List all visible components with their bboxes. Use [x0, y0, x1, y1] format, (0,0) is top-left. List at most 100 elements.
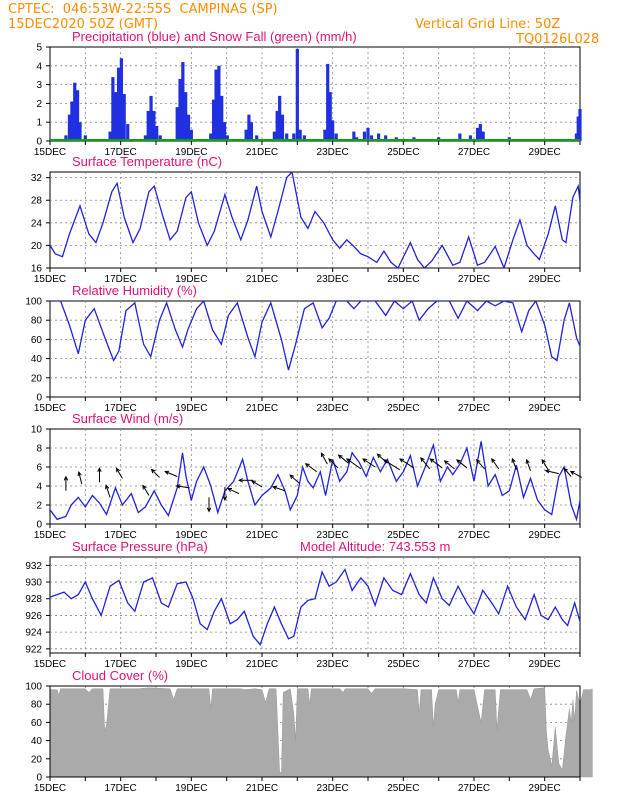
precip-bar	[114, 92, 118, 141]
precip-bar	[143, 135, 147, 141]
y-tick-label: 100	[25, 297, 42, 308]
wind-arrow-head	[456, 459, 461, 464]
x-tick-label: 15DEC	[34, 147, 66, 158]
y-tick-label: 3	[36, 80, 42, 91]
wind-arrow-head	[491, 457, 496, 463]
precip-bar	[149, 95, 153, 141]
wind-arrow-head	[238, 478, 243, 483]
wind-arrow	[444, 460, 455, 470]
y-tick-label: 20	[31, 754, 43, 765]
x-tick-label: 17DEC	[105, 147, 137, 158]
x-tick-label: 17DEC	[105, 403, 137, 414]
y-tick-label: 4	[36, 61, 42, 72]
wind-arrow-head	[164, 470, 170, 475]
wind-arrow-head	[429, 458, 435, 463]
y-tick-label: 32	[31, 173, 43, 184]
x-tick-label: 27DEC	[458, 659, 490, 670]
precip-bar	[211, 99, 216, 141]
y-tick-label: 928	[25, 594, 42, 605]
x-tick-label: 19DEC	[175, 274, 207, 285]
precip-bar	[275, 110, 279, 141]
wind-arrow-head	[328, 458, 333, 463]
precip-bar	[184, 92, 188, 141]
y-tick-label: 922	[25, 644, 42, 655]
wind-arrow-head	[511, 457, 516, 463]
precip-bar	[158, 135, 162, 141]
x-tick-label: 29DEC	[529, 147, 561, 158]
x-tick-label: 15DEC	[34, 274, 66, 285]
panel-2: 0 20 40 60 80 100 15DEC 17DEC 19DEC 21DEC 23DEC 25D…	[25, 283, 581, 414]
series-line	[50, 568, 580, 647]
precip-bar	[126, 124, 130, 141]
precip-bar	[326, 63, 330, 141]
y-tick-label: 5	[36, 43, 42, 54]
header-date-line: 15DEC2020 50Z (GMT)	[8, 17, 159, 32]
header-grid-line-note: Vertical Grid Line: 50Z	[415, 17, 561, 32]
wind-arrow	[383, 459, 401, 471]
panel-3: 0 2 4 6 8 10 15DEC 17DEC 19DEC 21DEC 23DEC 25DEC 27D…	[31, 411, 583, 541]
wind-arrow-head	[376, 453, 382, 459]
y-tick-label: 2	[36, 501, 42, 512]
precip-bar	[64, 135, 68, 141]
x-tick-label: 29DEC	[529, 403, 561, 414]
y-tick-label: 28	[31, 196, 43, 207]
precip-bar	[292, 133, 296, 141]
wind-arrow-head	[150, 468, 156, 474]
precip-bar	[295, 48, 299, 141]
x-tick-label: 19DEC	[175, 783, 207, 794]
precip-bar	[217, 65, 221, 141]
wind-arrow	[476, 459, 485, 470]
precip-bar	[323, 129, 327, 141]
wind-arrow-head	[541, 458, 546, 464]
y-tick-label: 20	[31, 373, 43, 384]
wind-arrow	[251, 480, 263, 488]
x-tick-label: 19DEC	[175, 530, 207, 541]
wind-arrow-head	[142, 484, 147, 490]
y-tick-label: 6	[36, 463, 42, 474]
wind-arrow-head	[337, 454, 343, 460]
x-tick-label: 15DEC	[34, 530, 66, 541]
y-tick-label: 0	[36, 520, 42, 531]
y-tick-label: 60	[31, 335, 43, 346]
x-tick-label: 15DEC	[34, 659, 66, 670]
y-tick-label: 932	[25, 561, 42, 572]
panel-title: Precipitation (blue) and Snow Fall (gree…	[72, 29, 357, 44]
x-tick-label: 25DEC	[387, 403, 419, 414]
precip-bar	[222, 122, 227, 141]
x-tick-label: 21DEC	[246, 783, 278, 794]
wind-arrow-head	[345, 458, 351, 463]
y-tick-label: 1	[36, 118, 42, 129]
panel-title: Surface Pressure (hPa)	[72, 539, 208, 554]
wind-arrow-head	[271, 485, 277, 490]
precip-bar	[475, 127, 480, 141]
x-tick-label: 29DEC	[529, 783, 561, 794]
precip-bar	[278, 95, 282, 141]
precip-bar	[116, 67, 121, 141]
panel-frame	[49, 428, 581, 525]
wind-arrow-head	[443, 460, 449, 465]
wind-arrow	[456, 459, 468, 469]
precip-bar	[67, 114, 72, 141]
precip-bar	[244, 129, 248, 141]
x-tick-label: 23DEC	[317, 147, 349, 158]
x-tick-label: 27DEC	[458, 530, 490, 541]
wind-arrow-head	[320, 452, 325, 458]
x-tick-label: 17DEC	[105, 783, 137, 794]
wind-arrow-head	[304, 463, 310, 468]
precip-bar	[152, 110, 156, 141]
x-tick-label: 27DEC	[458, 403, 490, 414]
header-model-id: TQ0126L028	[516, 32, 600, 47]
precip-bar	[189, 129, 193, 141]
x-tick-label: 27DEC	[458, 147, 490, 158]
wind-arrow	[142, 485, 150, 496]
precip-bar	[111, 77, 115, 141]
precip-bar	[122, 94, 126, 141]
wind-arrow	[346, 458, 362, 470]
precip-bar	[366, 127, 370, 141]
panel-title: Cloud Cover (%)	[72, 668, 168, 683]
wind-arrow	[320, 452, 328, 465]
y-tick-label: 24	[31, 218, 43, 229]
precip-bar	[369, 135, 374, 141]
y-tick-label: 4	[36, 482, 42, 493]
